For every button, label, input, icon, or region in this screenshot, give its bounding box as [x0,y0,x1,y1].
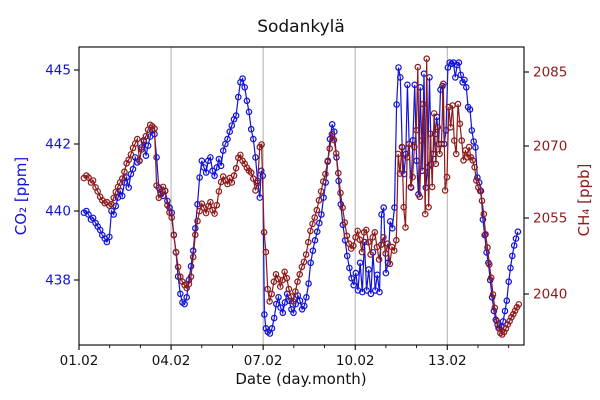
co2-series [80,59,522,337]
x-tick-label: 04.02 [152,353,191,369]
tick-marks-and-labels: 01.02 04.02 07.02 10.02 13.02 445 442 440 438 208… [45,63,567,370]
co2-tick-label: 440 [45,204,71,220]
x-tick-label: 01.02 [60,353,99,369]
ch4-tick-label: 2040 [533,287,567,303]
ch4-series [80,55,523,338]
ch4-tick-label: 2085 [533,65,567,81]
ch4-tick-label: 2055 [533,211,567,227]
axes-spines [78,46,525,346]
co2-tick-label: 445 [45,63,71,79]
co2-tick-label: 442 [45,137,71,153]
x-tick-label: 10.02 [336,353,375,369]
y-axis-label-co2: CO₂ [ppm] [12,156,30,236]
y-axis-label-ch4: CH₄ [ppb] [575,163,593,237]
ch4-tick-label: 2070 [533,139,567,155]
x-tick-label: 13.02 [428,353,467,369]
co2-tick-label: 438 [45,273,71,289]
x-axis-label: Date (day.month) [235,370,367,388]
chart-title: Sodankylä [257,17,345,37]
x-tick-label: 07.02 [244,353,283,369]
